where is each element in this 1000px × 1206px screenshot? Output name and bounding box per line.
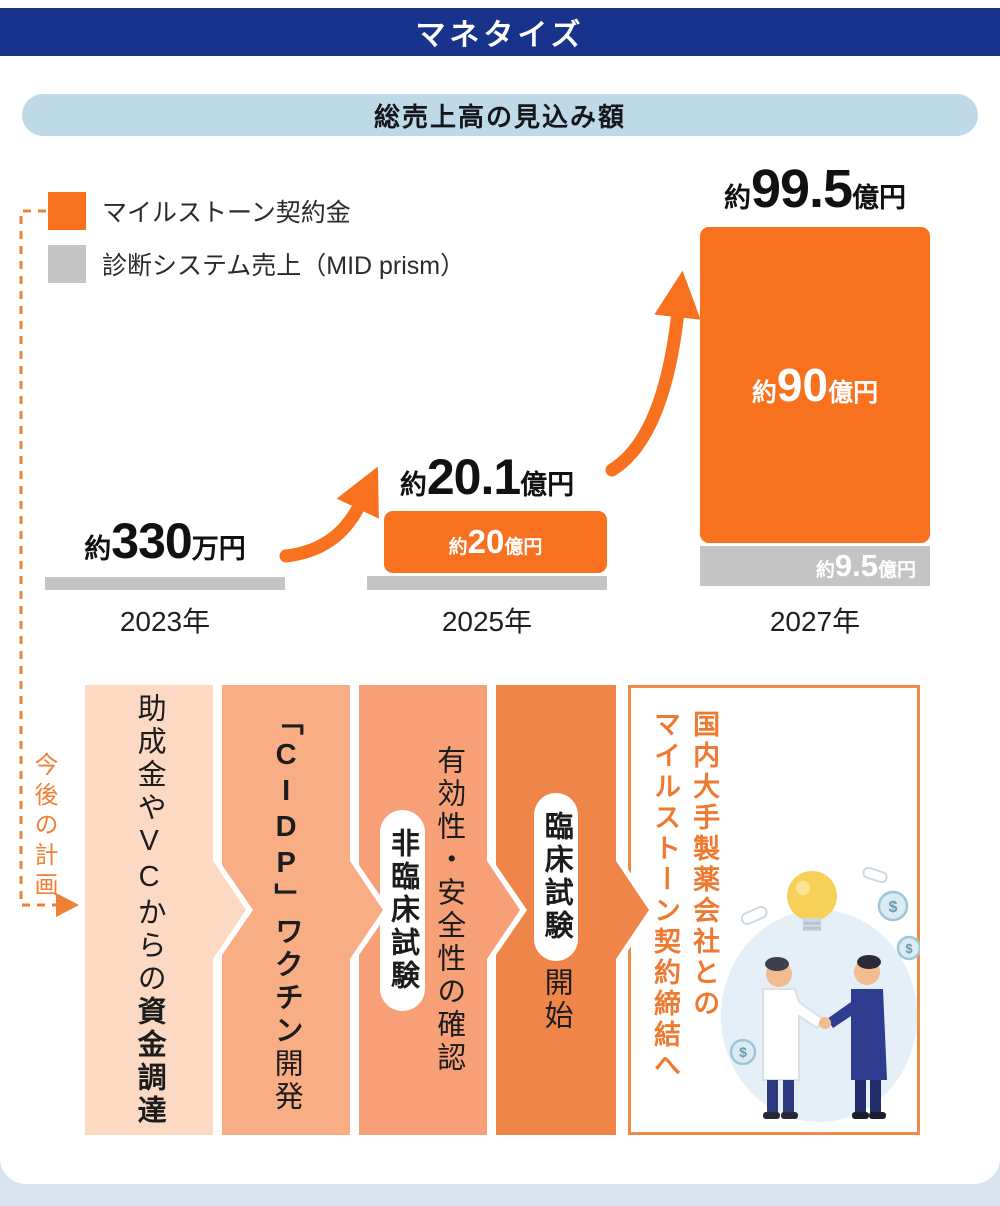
step-arrow-tip <box>616 861 649 959</box>
bar-2025-label-number: 20 <box>467 523 505 560</box>
total-label-2023: 約330万円 <box>45 510 285 570</box>
total-label-2025: 約20.1億円 <box>367 448 607 506</box>
section-title: 総売上高の見込み額 <box>373 101 626 132</box>
bar-2027-label-prefix: 約 <box>751 379 777 407</box>
step-arrow-tip <box>350 861 383 959</box>
total-2023-number: 330 <box>111 513 192 569</box>
handshake-illustration: $ $ $ <box>721 866 920 1122</box>
growth-arrow-2023-2025-icon <box>279 466 379 563</box>
bar-2027-label-number: 90 <box>776 359 829 411</box>
capsule-icon <box>862 866 888 884</box>
coin-icons: $ $ $ <box>729 890 920 1066</box>
step-funding-panel: 助成金やVCからの資金調達 <box>85 685 213 1135</box>
goal-line-1: 国内大手製薬会社との <box>689 710 720 1020</box>
page-title: マネタイズ <box>415 19 585 52</box>
step-clinical-post: 開始 <box>540 967 573 1033</box>
total-2023-unit: 万円 <box>191 534 246 564</box>
legend-swatch-system <box>48 245 86 283</box>
section-title-pill: 総売上高の見込み額 <box>22 94 978 136</box>
total-2025-prefix: 約 <box>399 470 427 500</box>
legend-swatch-milestone <box>48 192 86 230</box>
axis-label-2025: 2025年 <box>441 606 533 637</box>
legend-label-system: 診断システム売上（MID prism） <box>102 252 466 280</box>
legend-item-milestone: マイルストーン契約金 <box>48 192 351 230</box>
step-funding-pre: 助成金やVCからの <box>133 692 166 996</box>
bar-2027-label-unit: 億円 <box>828 379 879 407</box>
step-funding-bold: 資金調達 <box>133 995 166 1128</box>
step-arrow-tip <box>213 861 246 959</box>
total-2027-prefix: 約 <box>723 183 751 213</box>
step-arrow-tip <box>487 861 520 959</box>
axis-label-2023: 2023年 <box>119 606 211 637</box>
bar-2025-label-prefix: 約 <box>448 537 468 558</box>
step-clinical-pill: 臨床試験 <box>533 793 579 961</box>
step-clinical-text: 臨床試験開始 <box>533 787 579 1033</box>
handshake-hands <box>819 1017 831 1029</box>
bar-2027-system: 約9.5億円 <box>700 546 930 586</box>
legend-label-milestone: マイルストーン契約金 <box>102 199 351 227</box>
legend-item-system: 診断システム売上（MID prism） <box>48 245 465 283</box>
total-2025-unit: 億円 <box>520 470 575 500</box>
bar-2023-system <box>45 577 285 590</box>
bar-2025-label-unit: 億円 <box>504 537 543 558</box>
step-vaccine-dev-post: 開発 <box>270 1048 303 1114</box>
goal-box: 国内大手製薬会社との マイルストーン契約締結へ $ $ <box>628 685 920 1135</box>
coin-symbol: $ <box>905 941 913 956</box>
coin-symbol: $ <box>739 1044 747 1060</box>
bar-2027-milestone: 約90億円 <box>700 227 930 543</box>
total-2025-number: 20.1 <box>426 449 521 505</box>
bar-2025-milestone: 約20億円 <box>384 511 607 573</box>
total-2023-prefix: 約 <box>84 534 112 564</box>
axis-label-2027: 2027年 <box>769 606 861 637</box>
bar-2027-gray-prefix: 約 <box>815 560 835 581</box>
total-2027-number: 99.5 <box>750 159 853 219</box>
step-funding-text: 助成金やVCからの資金調達 <box>132 693 166 1128</box>
lightbulb-icon <box>787 871 837 931</box>
total-2027-unit: 億円 <box>852 183 907 213</box>
capsule-icon <box>740 905 768 926</box>
growth-arrow-2025-2027-icon <box>605 270 701 477</box>
bar-2025-system <box>367 576 607 590</box>
person-researcher <box>762 957 825 1119</box>
page-header: マネタイズ <box>0 8 1000 56</box>
plan-side-label: 今後の計画 <box>30 752 57 902</box>
bar-2027-gray-number: 9.5 <box>834 548 878 583</box>
step-vaccine-dev-bold: 「CIDP」ワクチン <box>270 706 303 1048</box>
coin-symbol: $ <box>889 899 898 916</box>
total-label-2027: 約99.5億円 <box>690 159 940 220</box>
bar-2027-gray-unit: 億円 <box>877 560 916 581</box>
person-executive <box>827 955 887 1119</box>
goal-text: 国内大手製薬会社との マイルストーン契約締結へ <box>649 710 719 1082</box>
step-vaccine-dev-text: 「CIDP」ワクチン開発 <box>269 706 303 1114</box>
step-nonclinical-pre: 有効性・安全性の確認 <box>432 745 465 1075</box>
